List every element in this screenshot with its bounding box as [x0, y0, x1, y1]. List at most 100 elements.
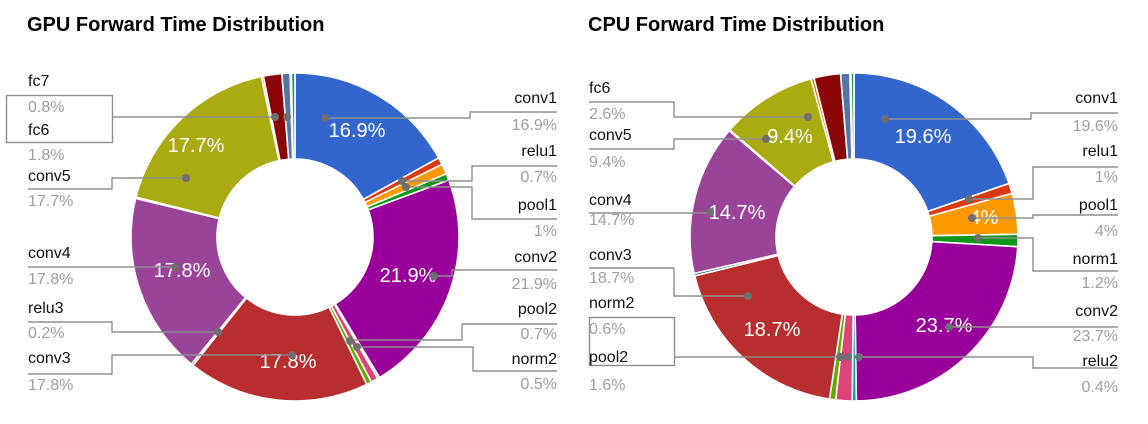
cpu-slice-conv3[interactable] — [693, 254, 844, 401]
callout-box — [588, 316, 676, 367]
leader-line — [352, 323, 557, 341]
gpu-callout-pool1-value: 1% — [533, 223, 557, 240]
cpu-callout-conv2-label: conv2 — [1075, 303, 1118, 320]
gpu-callout-pool2-value: 0.7% — [520, 326, 557, 343]
gpu-callout-conv1-value: 16.9% — [511, 117, 557, 134]
leader-line — [408, 186, 557, 220]
gpu-callout-fc6-value: 1.8% — [28, 147, 65, 164]
callout-dot — [271, 113, 279, 121]
gpu-callout-fc6-label: fc6 — [28, 122, 50, 139]
gpu-callout-pool1-label: pool1 — [517, 197, 557, 214]
gpu-callout-relu1-label: relu1 — [521, 143, 557, 160]
callout-dot — [945, 323, 953, 331]
cpu-callout-conv3-value: 18.7% — [589, 270, 635, 287]
leader-line — [976, 214, 1118, 219]
cpu-callout-conv4-value: 14.7% — [589, 212, 635, 229]
cpu-callout-conv3-label: conv3 — [589, 247, 632, 264]
callout-dot — [836, 353, 844, 361]
leader-line — [981, 237, 1118, 272]
leader-line — [437, 269, 557, 277]
gpu-callout-conv2-label: conv2 — [514, 249, 557, 266]
gpu-callout-conv1-label: conv1 — [514, 90, 557, 107]
cpu-slice-percent-label: 23.7% — [916, 315, 973, 337]
cpu-chart-title: CPU Forward Time Distribution — [588, 14, 885, 36]
gpu-slice-sliver-17[interactable] — [290, 72, 296, 160]
callout-dot — [881, 115, 889, 123]
gpu-slice-conv3[interactable] — [191, 296, 368, 402]
cpu-slice-percent-label: 18.7% — [744, 319, 801, 341]
callout-dot — [182, 174, 190, 182]
cpu-callout-pool1-label: pool1 — [1078, 197, 1118, 214]
gpu-callout-conv3-label: conv3 — [28, 350, 71, 367]
cpu-slice-conv2[interactable] — [854, 240, 1019, 402]
leader-line — [404, 165, 557, 182]
gpu-callout-norm2-label: norm2 — [511, 351, 557, 368]
callout-dot — [398, 177, 406, 185]
callout-dot — [321, 114, 329, 122]
cpu-callout-pool2-value: 1.6% — [589, 377, 626, 394]
cpu-slice-sliver-17[interactable] — [850, 72, 855, 160]
callout-dot — [402, 183, 410, 191]
gpu-callout-relu3-label: relu3 — [28, 300, 64, 317]
gpu-slice-percent-label: 16.9% — [329, 120, 386, 142]
callout-dot — [968, 214, 976, 222]
cpu-slice-percent-label: 14.7% — [709, 202, 766, 224]
gpu-slice-conv2[interactable] — [334, 179, 460, 379]
callout-dot — [346, 337, 354, 345]
gpu-slice-percent-label: 21.9% — [380, 265, 437, 287]
leader-line — [589, 267, 745, 297]
leader-line — [972, 166, 1118, 200]
callout-dot — [762, 135, 770, 143]
callout-dot — [171, 263, 179, 271]
cpu-callout-conv1-label: conv1 — [1075, 90, 1118, 107]
callout-dot — [283, 113, 291, 121]
cpu-callout-pool1-value: 4% — [1094, 223, 1118, 240]
cpu-callout-conv5-label: conv5 — [589, 127, 632, 144]
gpu-callout-conv5-value: 17.7% — [28, 193, 74, 210]
gpu-callout-conv4-label: conv4 — [28, 245, 71, 262]
cpu-callout-norm2-label: norm2 — [589, 295, 635, 312]
leader-line — [589, 101, 805, 118]
cpu-donut-chart: 19.6% 4% 23.7% 18.7% 14.7% 9.4% — [588, 72, 1118, 402]
gpu-callout-conv2-value: 21.9% — [511, 276, 557, 293]
cpu-callout-conv2-value: 23.7% — [1072, 328, 1118, 345]
cpu-slice-conv1[interactable] — [853, 72, 1011, 213]
callout-dot — [214, 328, 222, 336]
leader-line — [327, 111, 557, 119]
gpu-donut-chart: 16.9% 21.9% 17.8% 17.8% 17.7% — [5, 72, 557, 402]
cpu-callout-conv5-value: 9.4% — [589, 154, 626, 171]
cpu-callout-norm2-value: 0.6% — [589, 321, 626, 338]
leader-line — [359, 346, 557, 372]
callout-dot — [430, 272, 438, 280]
cpu-callout-conv4-label: conv4 — [589, 192, 632, 209]
callout-dot — [974, 234, 982, 242]
callout-dot — [965, 195, 973, 203]
gpu-callout-fc7-label: fc7 — [28, 73, 50, 90]
cpu-slice-conv4[interactable] — [689, 129, 796, 275]
gpu-callout-fc7-value: 0.8% — [28, 99, 65, 116]
gpu-chart-title: GPU Forward Time Distribution — [27, 14, 325, 36]
gpu-callout-conv5-label: conv5 — [28, 168, 71, 185]
gpu-slice-conv1[interactable] — [294, 72, 440, 201]
cpu-callout-norm1-label: norm1 — [1072, 251, 1118, 268]
callout-dot — [855, 353, 863, 361]
leader-line — [28, 177, 184, 190]
gpu-slice-percent-label: 17.8% — [260, 351, 317, 373]
cpu-callout-norm1-value: 1.2% — [1081, 275, 1118, 292]
cpu-callout-relu1-value: 1% — [1094, 169, 1118, 186]
gpu-slice-conv4[interactable] — [130, 197, 247, 366]
gpu-slice-conv5[interactable] — [134, 75, 280, 219]
leader-line — [862, 356, 1118, 369]
leader-line — [887, 112, 1118, 120]
leader-line — [589, 138, 763, 150]
cpu-callout-pool2-label: pool2 — [589, 349, 629, 366]
cpu-callout-relu1-label: relu1 — [1082, 143, 1118, 160]
gpu-slice-percent-label: 17.8% — [154, 260, 211, 282]
cpu-callout-relu2-value: 0.4% — [1081, 379, 1118, 396]
gpu-callout-relu1-value: 0.7% — [520, 169, 557, 186]
leader-line — [28, 321, 216, 333]
callout-dot — [804, 113, 812, 121]
gpu-callout-pool2-label: pool2 — [517, 301, 557, 318]
